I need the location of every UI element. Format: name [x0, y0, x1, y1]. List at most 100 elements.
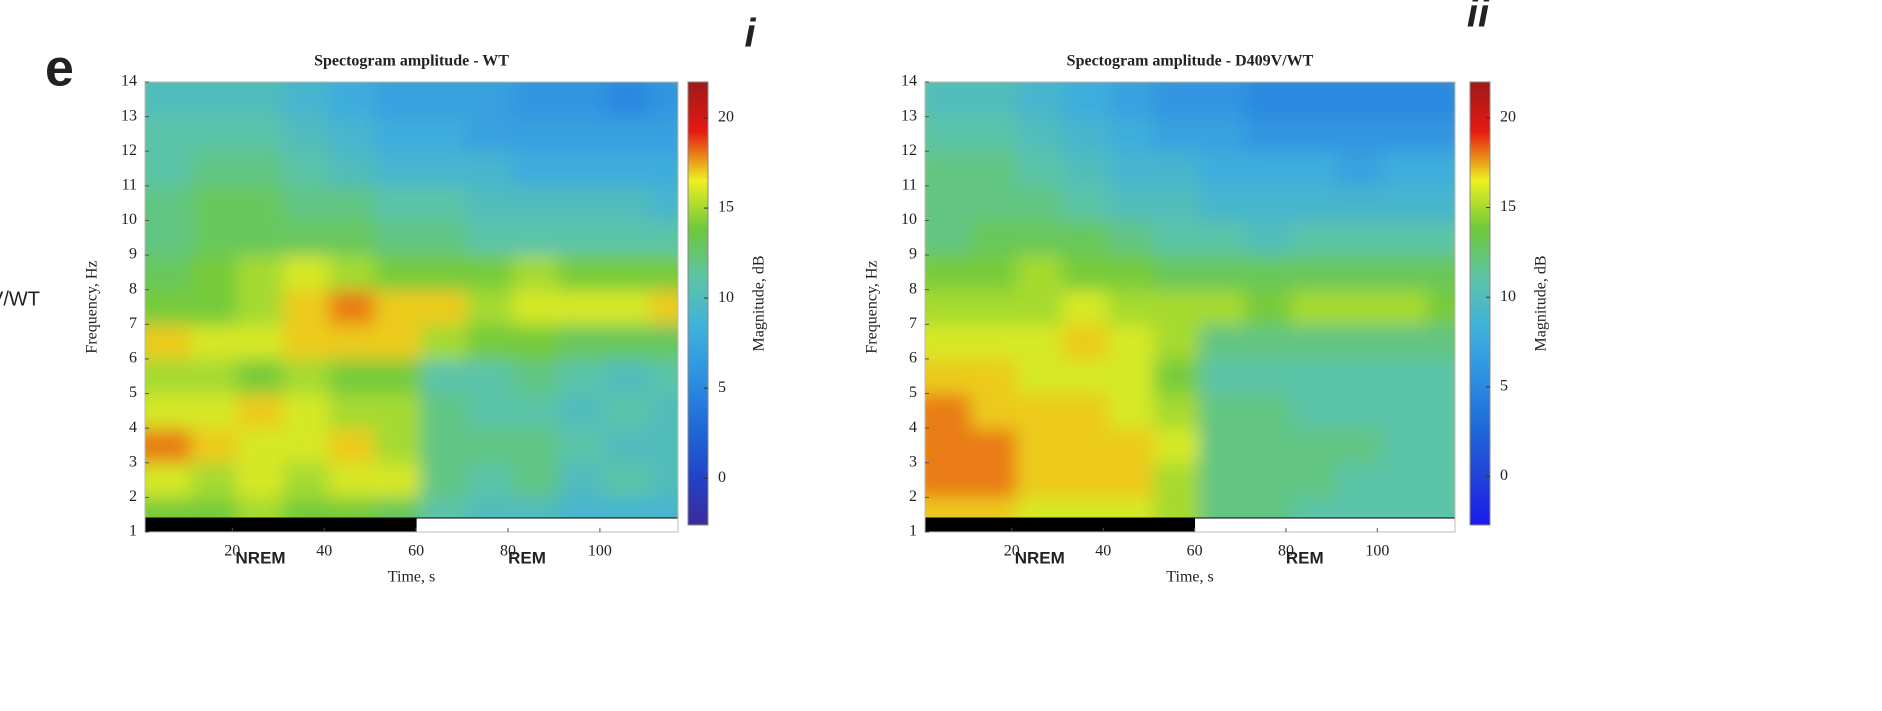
heatmap-cell [1199, 358, 1246, 395]
heatmap-cell [1153, 462, 1200, 498]
x-tick-label: 20 [1004, 543, 1020, 560]
heatmap-cell [1290, 116, 1337, 152]
heatmap-cell [512, 393, 560, 429]
heatmap-cell [145, 116, 192, 152]
heatmap-cell [1244, 358, 1292, 395]
heatmap-cell [1016, 220, 1063, 256]
heatmap-cell [1016, 358, 1063, 395]
y-tick-label: 1 [909, 523, 917, 540]
heatmap-cell [328, 220, 376, 256]
heatmap-cell [650, 220, 678, 256]
heatmap-cell [1381, 151, 1429, 187]
heatmap-cell [925, 393, 972, 429]
heatmap-cell [1336, 428, 1383, 464]
y-tick-label: 14 [901, 73, 917, 90]
heatmap-cell [970, 220, 1017, 256]
heatmap-cell [970, 358, 1017, 395]
heatmap-cell [145, 393, 192, 429]
y-tick-label: 9 [129, 246, 137, 263]
heatmap-cell [1427, 116, 1455, 152]
heatmap-cell [970, 185, 1017, 221]
y-tick-label: 10 [901, 211, 917, 228]
heatmap-cell [1381, 116, 1429, 152]
heatmap-cell [1062, 116, 1109, 152]
heatmap-cell [236, 82, 284, 118]
heatmap-cell [925, 324, 972, 360]
heatmap-cell [650, 82, 678, 118]
colorbar-tick-label: 5 [1500, 378, 1508, 395]
heatmap-cell [420, 185, 468, 221]
heatmap-cell [374, 185, 422, 221]
heatmap-cell [190, 220, 238, 256]
heatmap-cell [466, 289, 514, 325]
heatmap-cell [145, 289, 192, 325]
heatmap-cell [1199, 151, 1246, 187]
heatmap-cell [236, 116, 284, 152]
heatmap-cell [1062, 185, 1109, 221]
heatmap-cell [1153, 393, 1200, 429]
heatmap-cell [282, 428, 330, 464]
heatmap-cell [1016, 324, 1063, 360]
heatmap-cell [1290, 358, 1337, 395]
heatmap-cell [1244, 220, 1292, 256]
heatmap-cell [650, 255, 678, 291]
heatmap [145, 82, 678, 532]
heatmap-cell [190, 116, 238, 152]
heatmap-cell [1381, 393, 1429, 429]
heatmap-cell [1199, 185, 1246, 221]
heatmap-cell [558, 185, 605, 221]
heatmap-cell [604, 151, 651, 187]
heatmap-cell [1107, 116, 1154, 152]
heatmap-cell [282, 255, 330, 291]
heatmap-cell [1336, 393, 1383, 429]
heatmap-cell [1062, 393, 1109, 429]
x-tick-label: 40 [1095, 543, 1111, 560]
x-tick-label: 60 [408, 543, 424, 560]
y-tick-label: 13 [901, 107, 917, 124]
heatmap-cell [466, 82, 514, 118]
heatmap-cell [1016, 255, 1063, 291]
heatmap-cell [512, 151, 560, 187]
y-tick-label: 14 [121, 73, 137, 90]
heatmap-cell [1153, 116, 1200, 152]
colorbar-tick-label: 0 [1500, 467, 1508, 484]
heatmap-cell [1016, 151, 1063, 187]
heatmap-cell [466, 220, 514, 256]
heatmap-cell [1290, 324, 1337, 360]
heatmap-cell [282, 82, 330, 118]
heatmap-cell [1199, 462, 1246, 498]
heatmap-cell [236, 428, 284, 464]
heatmap-cell [604, 393, 651, 429]
heatmap-cell [970, 116, 1017, 152]
heatmap-cell [1153, 255, 1200, 291]
heatmap-cell [970, 255, 1017, 291]
panel-number: i [744, 12, 756, 56]
heatmap-cell [1381, 82, 1429, 118]
heatmap-cell [466, 116, 514, 152]
heatmap-cell [512, 358, 560, 395]
heatmap-cell [1427, 82, 1455, 118]
y-tick-label: 5 [909, 384, 917, 401]
heatmap-cell [1153, 185, 1200, 221]
heatmap-cell [282, 393, 330, 429]
heatmap-cell [1199, 220, 1246, 256]
heatmap-cell [374, 462, 422, 498]
x-tick-label: 40 [316, 543, 332, 560]
heatmap-cell [1427, 462, 1455, 498]
heatmap-cell [420, 82, 468, 118]
heatmap-cell [1244, 462, 1292, 498]
heatmap-cell [1290, 185, 1337, 221]
heatmap-cell [420, 324, 468, 360]
colorbar-tick-label: 20 [1500, 109, 1516, 126]
y-tick-label: 8 [909, 280, 917, 297]
heatmap-cell [282, 289, 330, 325]
heatmap-cell [1107, 289, 1154, 325]
heatmap-cell [1336, 358, 1383, 395]
heatmap-cell [1427, 324, 1455, 360]
heatmap-cell [650, 116, 678, 152]
heatmap-cell [512, 185, 560, 221]
heatmap-cell [374, 289, 422, 325]
heatmap-cell [1062, 324, 1109, 360]
heatmap-cell [1336, 151, 1383, 187]
heatmap-cell [236, 324, 284, 360]
